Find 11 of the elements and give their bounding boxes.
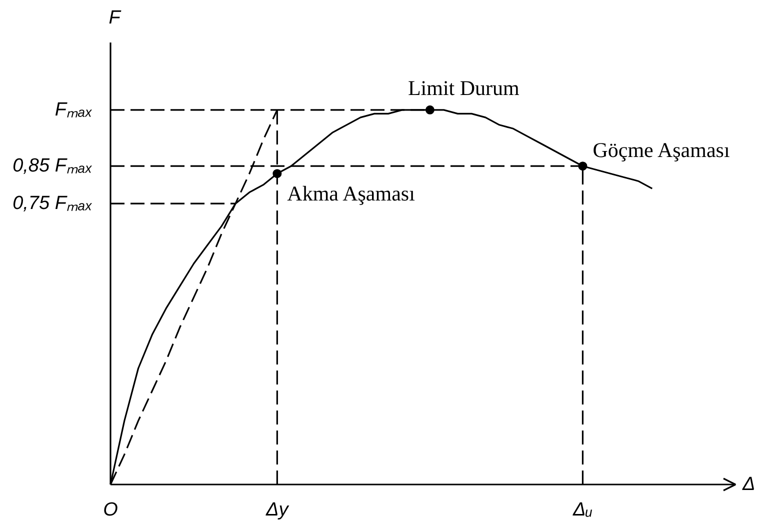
- x-tick-label: O: [103, 500, 118, 520]
- annotation: Göçme Aşaması: [592, 138, 730, 162]
- y-tick-label: Fₘₐₓ: [54, 99, 93, 120]
- annotation: Limit Durum: [408, 76, 520, 100]
- annotation: Akma Aşaması: [287, 182, 416, 206]
- y-tick-label: 0,85 Fₘₐₓ: [12, 156, 93, 177]
- y-axis-title: F: [108, 8, 122, 28]
- x-tick-label: Δᵤ: [572, 500, 593, 520]
- x-axis-title: Δ: [742, 474, 756, 495]
- x-tick-label: Δy: [265, 500, 290, 520]
- y-tick-label: 0,75 Fₘₐₓ: [12, 193, 93, 214]
